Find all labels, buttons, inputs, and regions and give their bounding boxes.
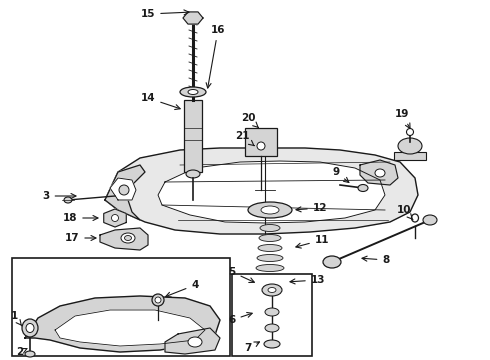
Text: 21: 21 xyxy=(235,131,254,146)
Text: 17: 17 xyxy=(65,233,96,243)
Ellipse shape xyxy=(265,308,279,316)
Text: 4: 4 xyxy=(166,280,198,297)
Polygon shape xyxy=(183,12,203,24)
Text: 9: 9 xyxy=(332,167,349,183)
Text: 6: 6 xyxy=(228,312,252,325)
Bar xyxy=(184,100,202,172)
Ellipse shape xyxy=(412,214,418,222)
Bar xyxy=(394,152,426,160)
Ellipse shape xyxy=(112,215,119,221)
Ellipse shape xyxy=(323,256,341,268)
Text: 3: 3 xyxy=(42,191,76,201)
Text: 13: 13 xyxy=(290,275,325,285)
Ellipse shape xyxy=(268,288,276,292)
Text: 16: 16 xyxy=(206,25,225,88)
Bar xyxy=(12,258,230,356)
Text: 19: 19 xyxy=(395,109,410,129)
Polygon shape xyxy=(105,148,418,234)
Ellipse shape xyxy=(248,202,292,218)
Polygon shape xyxy=(110,178,136,200)
Ellipse shape xyxy=(256,265,284,271)
Ellipse shape xyxy=(375,169,385,177)
Ellipse shape xyxy=(262,284,282,296)
Ellipse shape xyxy=(257,142,265,150)
Text: 12: 12 xyxy=(296,203,327,213)
Text: 20: 20 xyxy=(241,113,259,128)
Ellipse shape xyxy=(152,294,164,306)
Ellipse shape xyxy=(64,197,72,203)
Ellipse shape xyxy=(358,185,368,192)
Ellipse shape xyxy=(22,319,38,337)
Ellipse shape xyxy=(186,170,200,178)
Ellipse shape xyxy=(265,324,279,332)
Ellipse shape xyxy=(121,233,135,243)
Ellipse shape xyxy=(423,215,437,225)
Polygon shape xyxy=(165,328,220,354)
Polygon shape xyxy=(55,310,205,346)
Polygon shape xyxy=(25,296,220,352)
Text: 14: 14 xyxy=(141,93,180,109)
Ellipse shape xyxy=(155,297,161,303)
Polygon shape xyxy=(104,209,126,227)
Ellipse shape xyxy=(398,138,422,154)
Text: 2: 2 xyxy=(16,347,27,357)
Polygon shape xyxy=(100,228,148,250)
Bar xyxy=(245,128,277,156)
Ellipse shape xyxy=(188,90,198,95)
Bar xyxy=(232,274,312,356)
Polygon shape xyxy=(158,161,385,223)
Text: 1: 1 xyxy=(10,311,22,326)
Ellipse shape xyxy=(26,324,34,333)
Ellipse shape xyxy=(264,340,280,348)
Ellipse shape xyxy=(259,234,281,242)
Text: 5: 5 xyxy=(228,267,254,283)
Ellipse shape xyxy=(257,255,283,261)
Ellipse shape xyxy=(124,235,131,240)
Ellipse shape xyxy=(119,185,129,195)
Ellipse shape xyxy=(260,225,280,231)
Ellipse shape xyxy=(256,277,284,287)
Ellipse shape xyxy=(261,206,279,214)
Text: 10: 10 xyxy=(397,205,413,220)
Text: 15: 15 xyxy=(141,9,189,19)
Ellipse shape xyxy=(188,337,202,347)
Ellipse shape xyxy=(261,284,279,292)
Ellipse shape xyxy=(407,129,414,135)
Text: 18: 18 xyxy=(63,213,98,223)
Ellipse shape xyxy=(25,351,35,357)
Text: 7: 7 xyxy=(245,342,259,353)
Ellipse shape xyxy=(180,87,206,97)
Ellipse shape xyxy=(258,244,282,252)
Polygon shape xyxy=(360,160,398,185)
Text: 8: 8 xyxy=(362,255,390,265)
Text: 11: 11 xyxy=(296,235,329,248)
Polygon shape xyxy=(105,165,145,220)
